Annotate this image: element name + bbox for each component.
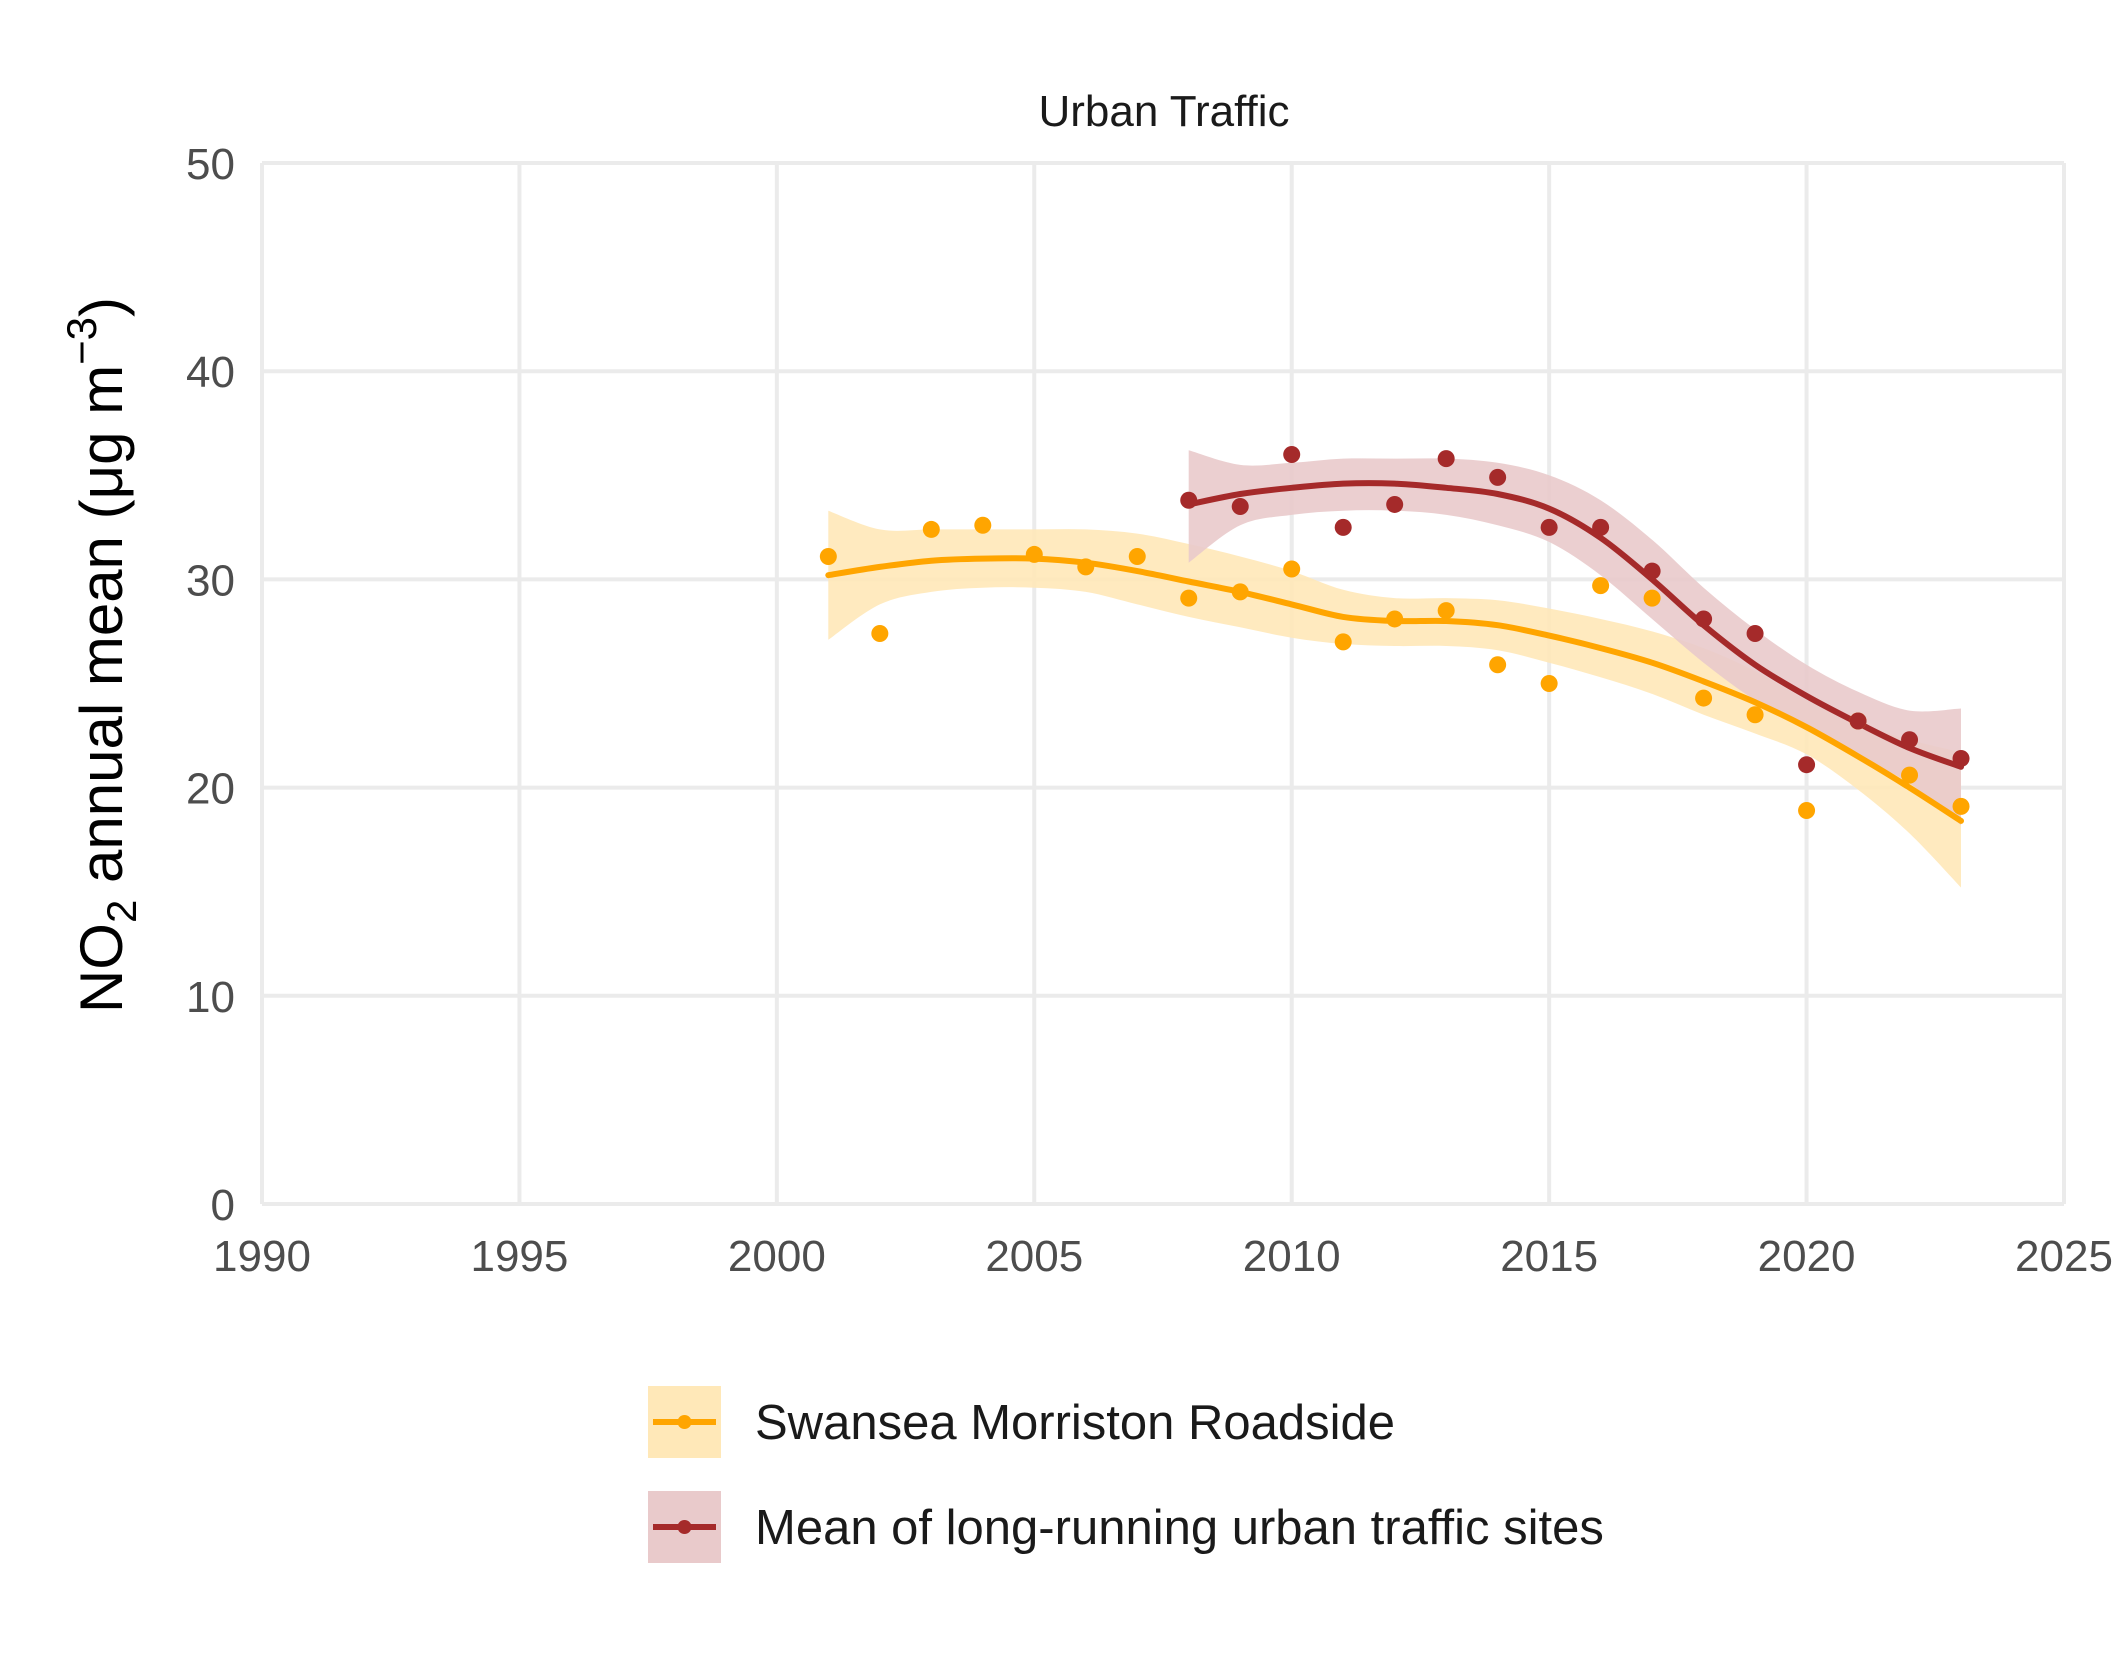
point-mean-of-long-running-urban-traffic-sites [1746, 625, 1764, 643]
point-swansea-morriston-roadside [1283, 560, 1301, 578]
x-tick-label: 2005 [985, 1232, 1083, 1281]
x-tick-label: 1990 [213, 1232, 311, 1281]
y-tick-label: 20 [186, 765, 235, 814]
legend-item-swansea: Swansea Morriston Roadside [648, 1386, 1395, 1458]
chart-title: Urban Traffic [1038, 87, 1289, 136]
point-swansea-morriston-roadside [1489, 656, 1507, 674]
band-swansea-morriston-roadside [828, 510, 1961, 888]
point-mean-of-long-running-urban-traffic-sites [1283, 445, 1301, 463]
point-swansea-morriston-roadside [819, 547, 837, 565]
y-tick-label: 50 [186, 140, 235, 189]
point-mean-of-long-running-urban-traffic-sites [1437, 450, 1455, 468]
point-swansea-morriston-roadside [1540, 675, 1558, 692]
point-mean-of-long-running-urban-traffic-sites [1386, 495, 1404, 513]
y-tick-label: 30 [186, 556, 235, 605]
point-swansea-morriston-roadside [1231, 583, 1249, 601]
point-mean-of-long-running-urban-traffic-sites [1643, 562, 1661, 580]
point-swansea-morriston-roadside [1128, 547, 1146, 565]
point-swansea-morriston-roadside [1798, 802, 1816, 820]
legend-point-urban-traffic-mean [677, 1520, 692, 1534]
x-tick-label: 2000 [728, 1232, 826, 1281]
point-mean-of-long-running-urban-traffic-sites [1489, 468, 1507, 486]
point-swansea-morriston-roadside [1437, 602, 1455, 620]
point-swansea-morriston-roadside [1746, 706, 1764, 724]
point-mean-of-long-running-urban-traffic-sites [1695, 610, 1713, 628]
legend: Swansea Morriston Roadside Mean of long-… [648, 1386, 1604, 1563]
trend-line-mean-of-long-running-urban-traffic-sites [1185, 480, 1964, 770]
y-tick-label: 10 [186, 973, 235, 1022]
point-swansea-morriston-roadside [1592, 577, 1610, 595]
point-mean-of-long-running-urban-traffic-sites [1798, 756, 1816, 774]
point-mean-of-long-running-urban-traffic-sites [1334, 518, 1352, 536]
point-mean-of-long-running-urban-traffic-sites [1901, 731, 1919, 749]
data-points [819, 445, 1970, 820]
point-mean-of-long-running-urban-traffic-sites [1592, 518, 1610, 536]
point-swansea-morriston-roadside [871, 625, 889, 643]
point-swansea-morriston-roadside [1334, 633, 1352, 651]
y-tick-label: 0 [211, 1181, 235, 1230]
legend-item-urban-traffic-mean: Mean of long-running urban traffic sites [648, 1491, 1604, 1563]
point-swansea-morriston-roadside [922, 520, 940, 538]
legend-label-urban-traffic-mean: Mean of long-running urban traffic sites [755, 1501, 1604, 1555]
x-tick-label: 2020 [1758, 1232, 1856, 1281]
point-swansea-morriston-roadside [1077, 558, 1095, 576]
point-swansea-morriston-roadside [1386, 610, 1404, 628]
x-tick-label: 2025 [2015, 1232, 2113, 1281]
point-swansea-morriston-roadside [1643, 589, 1661, 607]
y-axis-label: NO2 annual mean (μg m−3) [58, 297, 145, 1013]
point-mean-of-long-running-urban-traffic-sites [1231, 498, 1249, 516]
legend-label-swansea: Swansea Morriston Roadside [755, 1396, 1395, 1450]
point-swansea-morriston-roadside [1952, 797, 1970, 815]
point-swansea-morriston-roadside [1180, 589, 1198, 607]
point-mean-of-long-running-urban-traffic-sites [1180, 491, 1198, 509]
x-tick-label: 2015 [1500, 1232, 1598, 1281]
point-swansea-morriston-roadside [1695, 689, 1713, 707]
y-tick-label: 40 [186, 348, 235, 397]
x-tick-label: 1995 [470, 1232, 568, 1281]
point-mean-of-long-running-urban-traffic-sites [1952, 749, 1970, 767]
point-swansea-morriston-roadside [1901, 766, 1919, 784]
point-mean-of-long-running-urban-traffic-sites [1540, 518, 1558, 536]
legend-point-swansea [677, 1415, 692, 1429]
confidence-bands [828, 450, 1961, 888]
point-swansea-morriston-roadside [1025, 545, 1043, 563]
point-swansea-morriston-roadside [974, 516, 992, 534]
axis-ticks: 1990 1995 2000 2005 2010 2015 2020 2025 0 10 20 30 4… [186, 140, 2113, 1281]
x-tick-label: 2010 [1243, 1232, 1341, 1281]
point-mean-of-long-running-urban-traffic-sites [1849, 712, 1867, 730]
